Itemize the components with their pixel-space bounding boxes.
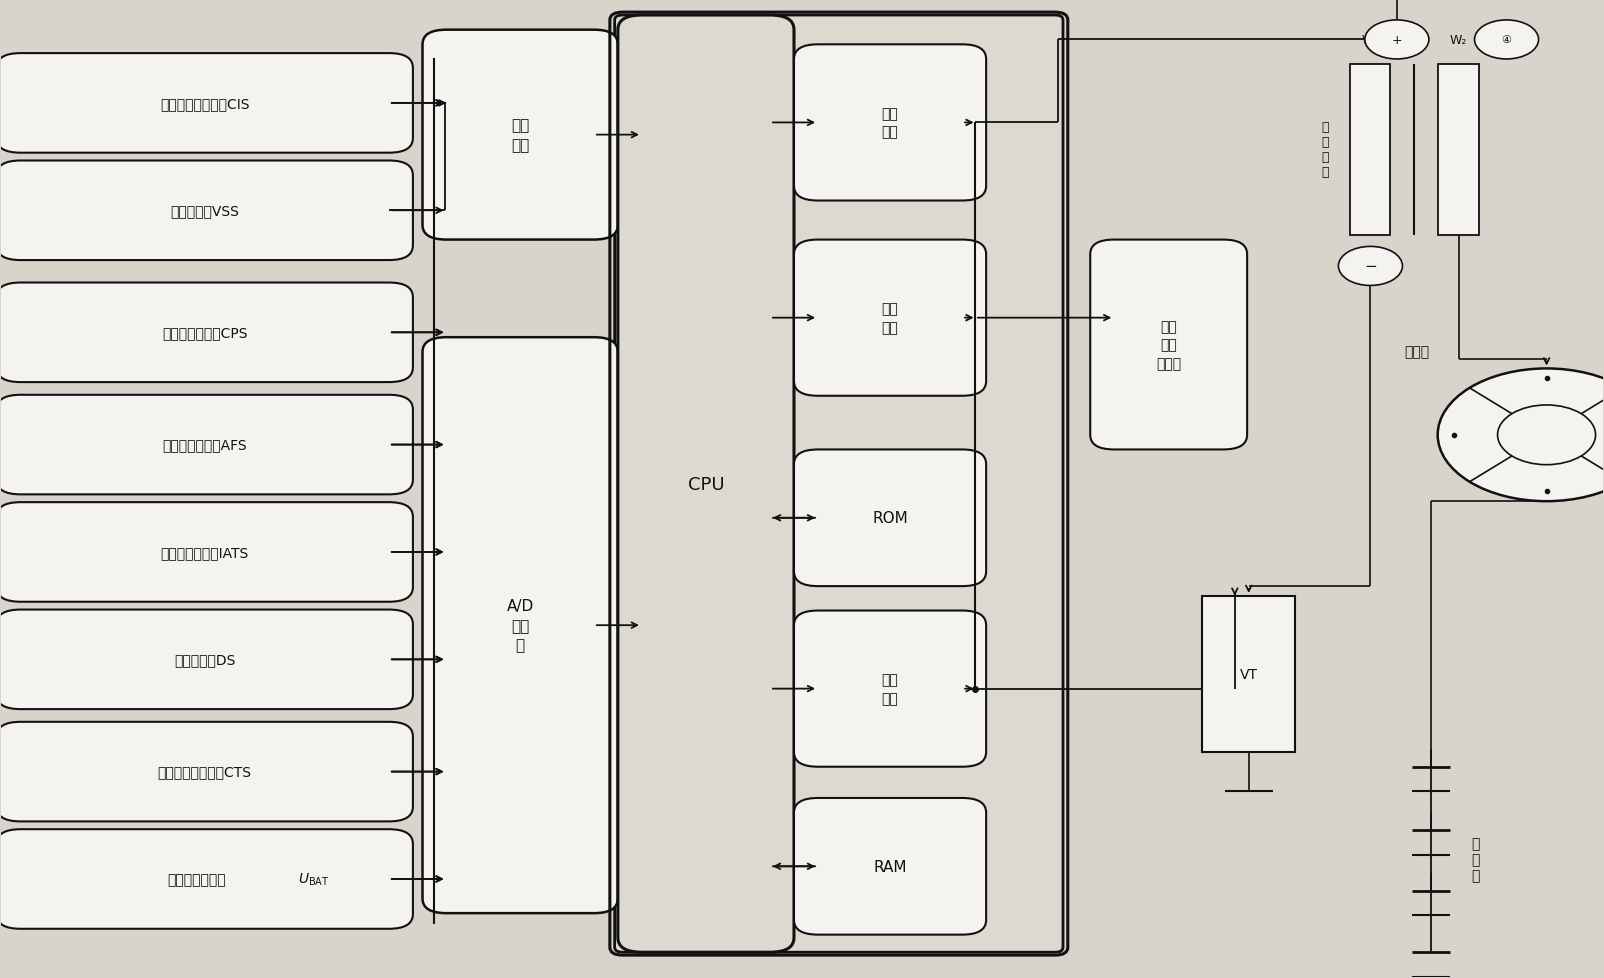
- FancyBboxPatch shape: [1439, 65, 1479, 236]
- Text: 曲轴位置传感器CPS: 曲轴位置传感器CPS: [162, 326, 247, 340]
- Text: 配电器: 配电器: [1405, 345, 1429, 359]
- Circle shape: [1498, 406, 1596, 466]
- FancyBboxPatch shape: [0, 610, 412, 709]
- Text: A/D
转换
器: A/D 转换 器: [507, 599, 534, 652]
- Text: CPU: CPU: [688, 475, 725, 493]
- FancyBboxPatch shape: [1203, 597, 1294, 752]
- Text: W₁: W₁: [1362, 34, 1379, 47]
- Text: 火
花
塞: 火 花 塞: [1471, 836, 1479, 883]
- Text: 接口
电路: 接口 电路: [512, 118, 529, 153]
- FancyBboxPatch shape: [794, 45, 986, 201]
- Text: 蓄电池电压信号: 蓄电池电压信号: [167, 872, 226, 886]
- Text: 空气流量传感器AFS: 空气流量传感器AFS: [162, 438, 247, 452]
- Text: ④: ④: [1501, 35, 1511, 45]
- Circle shape: [1365, 21, 1429, 60]
- Text: 凸轮轴位置传感器CIS: 凸轮轴位置传感器CIS: [160, 97, 250, 111]
- Text: RAM: RAM: [873, 859, 906, 874]
- FancyBboxPatch shape: [618, 16, 794, 953]
- Text: 接口
电路: 接口 电路: [882, 302, 898, 334]
- Text: 冷却液温度传感器CTS: 冷却液温度传感器CTS: [157, 765, 252, 778]
- Circle shape: [1437, 369, 1604, 502]
- FancyBboxPatch shape: [614, 16, 1063, 953]
- FancyBboxPatch shape: [794, 450, 986, 587]
- Text: ROM: ROM: [873, 511, 908, 526]
- Text: 车速传感器VSS: 车速传感器VSS: [170, 204, 239, 218]
- Text: $U_{\rm BAT}$: $U_{\rm BAT}$: [298, 870, 329, 887]
- FancyBboxPatch shape: [1091, 241, 1248, 450]
- Text: 接口
电路: 接口 电路: [882, 673, 898, 705]
- Text: +: +: [1392, 34, 1402, 47]
- FancyBboxPatch shape: [0, 503, 412, 602]
- FancyBboxPatch shape: [0, 54, 412, 154]
- Circle shape: [1474, 21, 1538, 60]
- FancyBboxPatch shape: [0, 161, 412, 261]
- Text: W₂: W₂: [1450, 34, 1468, 47]
- Text: VT: VT: [1240, 667, 1258, 682]
- FancyBboxPatch shape: [0, 284, 412, 382]
- FancyBboxPatch shape: [1351, 65, 1391, 236]
- FancyBboxPatch shape: [422, 337, 618, 913]
- FancyBboxPatch shape: [0, 395, 412, 495]
- FancyBboxPatch shape: [422, 30, 618, 241]
- FancyBboxPatch shape: [0, 722, 412, 822]
- Text: −: −: [1363, 259, 1376, 274]
- FancyBboxPatch shape: [794, 241, 986, 396]
- FancyBboxPatch shape: [794, 798, 986, 935]
- Text: 点
火
线
圈: 点 火 线 圈: [1322, 121, 1330, 179]
- Text: 点火
故障
报警器: 点火 故障 报警器: [1156, 320, 1181, 371]
- Text: 进气温度传感器IATS: 进气温度传感器IATS: [160, 546, 249, 559]
- Circle shape: [1338, 247, 1402, 287]
- Text: 接口
电路: 接口 电路: [882, 108, 898, 140]
- Text: 爆震传感器DS: 爆震传感器DS: [175, 652, 236, 667]
- FancyBboxPatch shape: [794, 611, 986, 767]
- FancyBboxPatch shape: [0, 829, 412, 929]
